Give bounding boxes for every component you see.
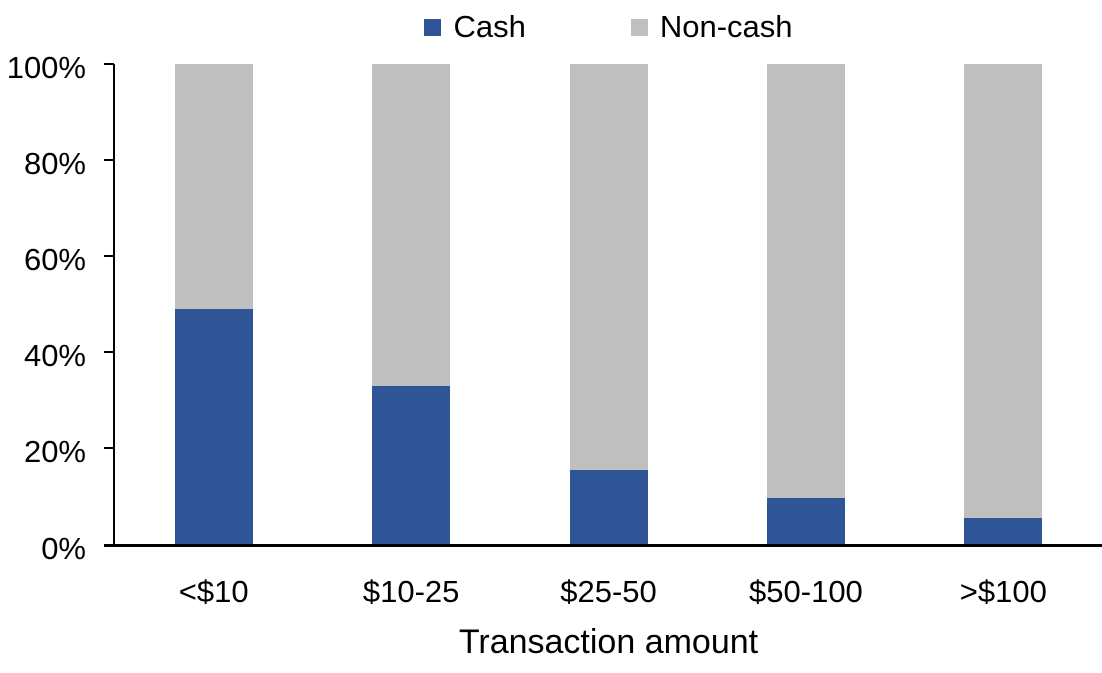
legend-label: Non-cash [659,9,793,44]
y-axis-tick-label: 60% [23,242,86,278]
bar-group-25-50 [510,64,707,544]
legend-swatch-non-cash-icon [630,18,648,36]
x-axis-tick-label: >$100 [959,574,1047,609]
y-axis-tick [104,63,114,65]
y-axis-tick [104,255,114,258]
y-axis-tick-label: 40% [23,338,86,374]
legend-swatch-cash-icon [424,18,442,36]
y-axis-tick-label: 100% [6,50,86,85]
bar-segment-non-cash [964,64,1043,518]
legend: Cash Non-cash [115,6,1102,48]
legend-item-non-cash: Non-cash [630,9,793,45]
x-axis-line [104,544,1102,547]
x-axis-tick-label: $10-25 [362,574,460,609]
y-axis-tick [104,159,114,162]
bar-segment-non-cash [372,64,451,386]
bar-segment-cash [964,517,1043,544]
bar-segment-non-cash [766,64,845,499]
bar-segment-cash [174,308,253,544]
y-axis-tick-label: 0% [41,530,86,566]
y-axis-tick [104,351,114,354]
bar-segment-cash [372,385,451,544]
bar-stack [964,64,1043,544]
x-axis-title: Transaction amount [458,623,759,661]
bar-stack [766,64,845,544]
bar-group-50-100 [707,64,904,544]
x-axis-tick-label: $50-100 [749,574,863,609]
bar-stack [174,64,253,544]
bar-group-10 [115,64,312,544]
bar-segment-cash [766,498,845,544]
x-axis-tick-label: $25-50 [560,574,657,609]
legend-item-cash: Cash [424,9,526,45]
bar-segment-non-cash [569,64,648,470]
y-axis-line [113,64,115,546]
y-axis-tick [104,447,114,450]
bar-stack [569,64,648,544]
bar-stack [372,64,451,544]
plot-area [115,64,1102,544]
y-axis-tick-label: 20% [23,434,86,470]
bar-group-10-25 [312,64,509,544]
bar-segment-cash [569,469,648,544]
bar-group-100 [905,64,1102,544]
legend-label: Cash [453,9,526,44]
y-axis-tick-label: 80% [23,146,86,182]
x-axis-tick-label: <$10 [178,574,249,609]
bar-segment-non-cash [174,64,253,309]
x-axis-labels: <$10 $10-25 $25-50 $50-100 >$100 [115,574,1102,610]
